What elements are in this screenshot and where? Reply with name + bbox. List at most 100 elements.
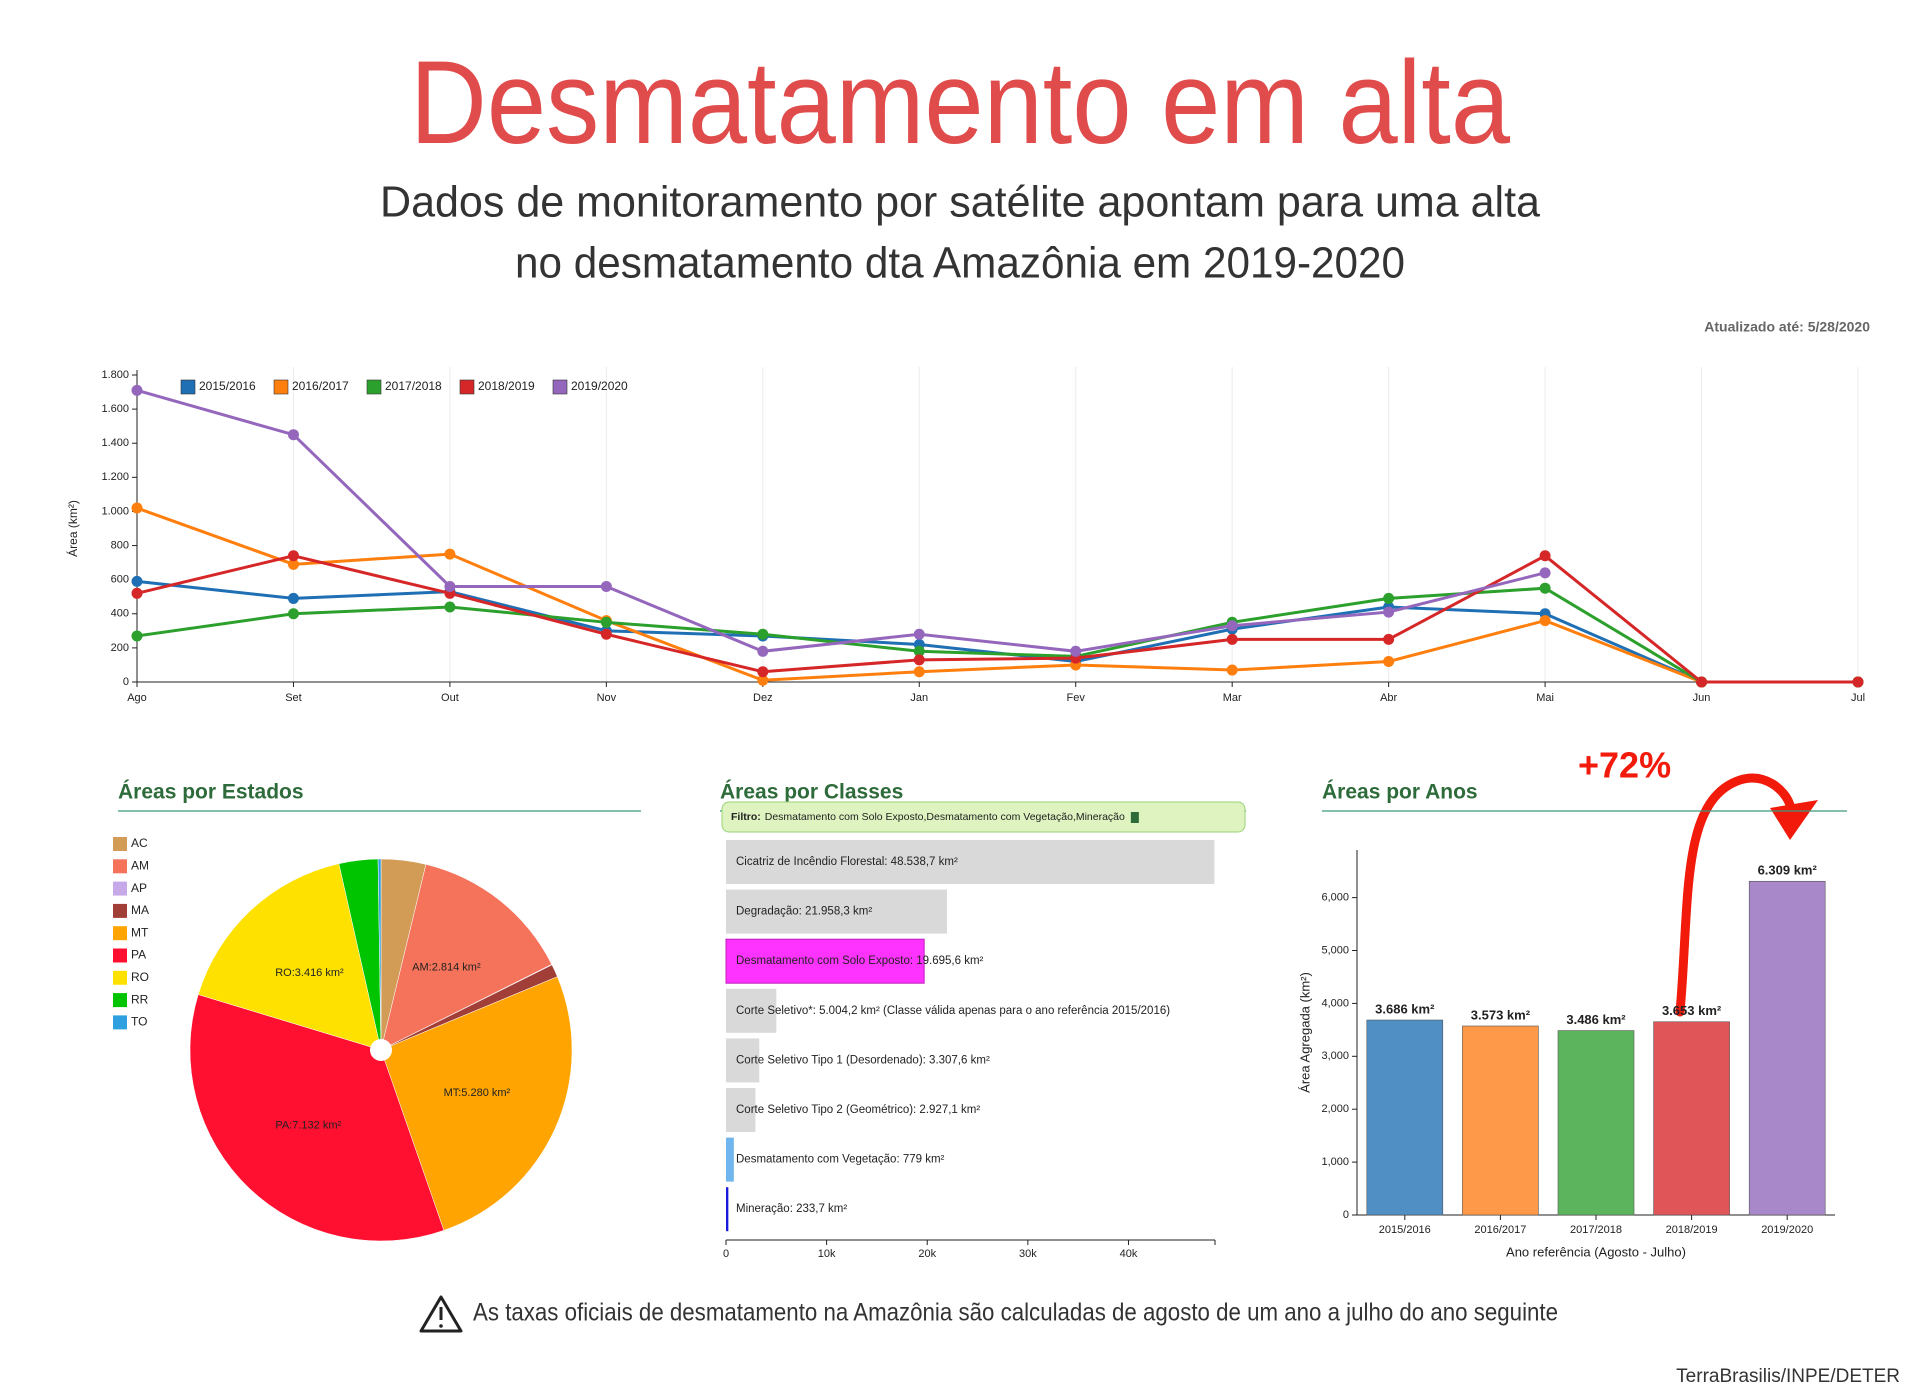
legend-label: MT xyxy=(131,925,149,939)
value-label: 3.486 km² xyxy=(1566,1012,1626,1027)
legend-label: TO xyxy=(131,1015,147,1029)
footnote: As taxas oficiais de desmatamento na Ama… xyxy=(473,1299,1558,1327)
subtitle: Dados de monitoramento por satélite apon… xyxy=(380,178,1541,227)
data-point xyxy=(287,550,299,562)
data-point xyxy=(1383,606,1395,618)
legend-swatch xyxy=(366,379,382,395)
data-point xyxy=(913,645,925,657)
filter-text: Desmatamento com Solo Exposto,Desmatamen… xyxy=(765,811,1125,823)
pie-slice xyxy=(377,858,382,1051)
y-tick-label: 1,000 xyxy=(1321,1156,1349,1168)
legend-label: 2016/2017 xyxy=(292,379,349,393)
data-point xyxy=(131,384,143,396)
y-tick-label: 200 xyxy=(111,642,129,654)
slice-label: AM:2.814 km² xyxy=(412,962,481,974)
bar xyxy=(726,1038,760,1083)
data-point xyxy=(131,502,143,514)
pie-slice xyxy=(380,976,573,1231)
x-tick-label: Ago xyxy=(127,692,147,704)
x-tick-label: 2019/2020 xyxy=(1761,1224,1813,1236)
value-label: 3.573 km² xyxy=(1471,1007,1531,1022)
data-point xyxy=(757,666,769,678)
bar-label: Degradação: 21.958,3 km² xyxy=(736,906,872,918)
data-point xyxy=(600,616,612,628)
legend-swatch xyxy=(113,926,127,941)
x-tick-label: Jul xyxy=(1851,692,1865,704)
slice-label: PA:7.132 km² xyxy=(275,1120,341,1132)
legend-label: RR xyxy=(131,992,149,1006)
data-point xyxy=(1696,676,1708,688)
x-axis-label: Ano referência (Agosto - Julho) xyxy=(1506,1244,1686,1259)
data-point xyxy=(1226,620,1238,632)
subtitle: no desmatamento dta Amazônia em 2019-202… xyxy=(515,239,1405,288)
page-title: Desmatamento em alta xyxy=(410,37,1510,169)
bar-label: Corte Seletivo Tipo 1 (Desordenado): 3.3… xyxy=(736,1054,990,1066)
bar xyxy=(1748,880,1826,1216)
data-point xyxy=(1539,615,1551,627)
section-title: Áreas por Classes xyxy=(720,781,903,804)
legend-swatch xyxy=(113,993,127,1008)
legend-label: MA xyxy=(131,903,149,917)
legend-swatch xyxy=(180,379,196,395)
legend-swatch xyxy=(113,837,127,851)
legend-label: AP xyxy=(131,881,147,895)
slice-label: MT:5.280 km² xyxy=(444,1087,511,1099)
y-tick-label: 5,000 xyxy=(1321,944,1349,956)
data-point xyxy=(1383,656,1395,668)
bar xyxy=(1557,1030,1635,1216)
x-tick-label: Dez xyxy=(753,692,773,704)
legend-label: 2019/2020 xyxy=(571,379,628,393)
bar xyxy=(1462,1025,1539,1216)
x-tick-label: Mai xyxy=(1536,692,1554,704)
data-point xyxy=(131,587,143,599)
bar xyxy=(725,938,925,984)
x-tick-label: 30k xyxy=(1019,1248,1037,1260)
legend-label: 2017/2018 xyxy=(385,379,442,393)
series-line xyxy=(136,506,1858,684)
legend-swatch xyxy=(113,970,127,985)
x-tick-label: Nov xyxy=(597,692,617,704)
legend-swatch xyxy=(459,379,475,395)
x-tick-label: 2016/2017 xyxy=(1474,1224,1526,1236)
x-tick-label: Fev xyxy=(1067,692,1086,704)
data-point xyxy=(1539,582,1551,594)
data-point xyxy=(600,628,612,640)
data-point xyxy=(444,548,456,560)
bar xyxy=(726,1187,729,1232)
data-point xyxy=(913,654,925,666)
legend-label: AM xyxy=(131,858,149,872)
y-tick-label: 1.200 xyxy=(101,471,129,483)
legend-label: 2018/2019 xyxy=(478,379,535,393)
data-point xyxy=(1539,550,1551,562)
x-tick-label: Out xyxy=(441,692,459,704)
x-tick-label: Abr xyxy=(1380,692,1397,704)
pie-slice xyxy=(380,864,553,1051)
x-tick-label: 2018/2019 xyxy=(1666,1224,1718,1236)
y-tick-label: 600 xyxy=(111,574,129,586)
y-tick-label: 400 xyxy=(111,608,129,620)
y-tick-label: 0 xyxy=(1343,1209,1349,1221)
legend-swatch xyxy=(273,379,289,395)
pie-slice xyxy=(197,863,382,1051)
data-point xyxy=(287,592,299,604)
y-tick-label: 800 xyxy=(111,539,129,551)
updated-date: Atualizado até: 5/28/2020 xyxy=(1704,319,1870,335)
legend-swatch xyxy=(113,859,127,874)
y-tick-label: 6,000 xyxy=(1321,892,1349,904)
data-point xyxy=(1383,633,1395,645)
x-tick-label: 2017/2018 xyxy=(1570,1224,1622,1236)
bar xyxy=(1653,1021,1730,1216)
data-point xyxy=(1070,645,1082,657)
y-axis-label: Área Agregada (km²) xyxy=(1297,972,1312,1093)
y-tick-label: 1.800 xyxy=(101,369,129,381)
data-point xyxy=(1383,592,1395,604)
y-tick-label: 1.600 xyxy=(101,403,129,415)
warning-icon xyxy=(439,1324,443,1328)
annotation: +72% xyxy=(1578,745,1671,786)
bar xyxy=(1366,1019,1444,1216)
legend-label: AC xyxy=(131,836,148,850)
x-tick-label: 2015/2016 xyxy=(1379,1224,1431,1236)
filter-label: Filtro: xyxy=(731,811,761,823)
legend-label: 2015/2016 xyxy=(199,379,256,393)
trash-icon[interactable] xyxy=(1130,812,1139,823)
